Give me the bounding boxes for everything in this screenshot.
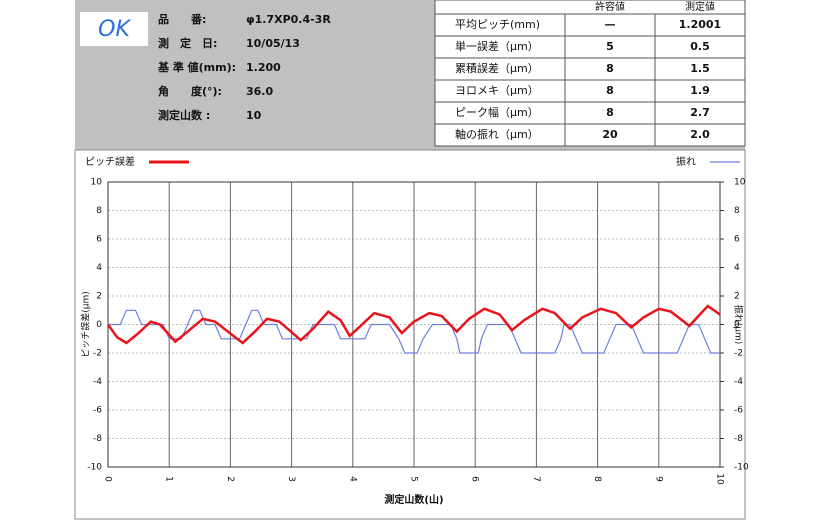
table-cell-text: 8 [606, 84, 614, 97]
y-tick-label: -4 [93, 377, 102, 387]
table-cell-text: 1.2001 [679, 18, 721, 31]
x-tick-label: 9 [653, 476, 663, 482]
table-cell-text: 0.5 [690, 40, 710, 53]
x-tick-label: 3 [286, 476, 296, 482]
info-value: φ1.7XP0.4-3R [246, 13, 331, 26]
info-value: 10/05/13 [246, 37, 300, 50]
table-cell-text: 累積誤差（μm） [455, 61, 539, 75]
y-tick-label: 10 [91, 178, 103, 188]
x-tick-label: 8 [592, 476, 602, 482]
table-cell-text: 平均ピッチ(mm) [455, 18, 540, 31]
x-tick-label: 6 [470, 476, 480, 482]
y-tick-label: 4 [96, 263, 102, 273]
y2-tick-label: 0 [734, 320, 740, 330]
status: OK [98, 17, 131, 42]
y-tick-label: -8 [93, 434, 102, 444]
legend-label: ピッチ誤差 [85, 155, 135, 168]
chart-panel [74, 149, 746, 520]
y2-tick-label: -6 [734, 406, 743, 416]
y2-tick-label: -10 [734, 463, 749, 473]
table-cell-text: ヨロメキ（μm） [455, 84, 539, 97]
y-tick-label: -2 [93, 349, 102, 359]
table-cell-text: 単一誤差（μm） [455, 39, 539, 53]
x-tick-label: 4 [347, 476, 357, 482]
y-tick-label: 6 [96, 235, 102, 245]
y2-tick-label: 2 [734, 292, 740, 302]
table-cell-text: 5 [606, 40, 614, 53]
y2-tick-label: -8 [734, 434, 743, 444]
table-cell-text: 8 [606, 106, 614, 119]
y-tick-label: -6 [93, 406, 102, 416]
info-label: 測 定 日: [158, 36, 217, 50]
legend-label: 振れ [676, 155, 696, 168]
x-tick-label: 1 [164, 476, 174, 482]
x-axis-label: 測定山数(山) [384, 493, 443, 506]
y2-tick-label: 4 [734, 263, 740, 273]
table-cell-text: 2.0 [690, 128, 710, 141]
status-box [80, 12, 148, 46]
table-cell-text: 1.5 [690, 62, 710, 75]
table-cell-text: 2.7 [690, 106, 710, 119]
info-label: 角 度(°): [158, 84, 222, 98]
table-cell-text: — [605, 18, 616, 31]
y2-tick-label: 6 [734, 235, 740, 245]
table-header-cell: 測定値 [685, 0, 715, 13]
table-cell-text: 20 [602, 128, 618, 141]
y2-tick-label: 10 [734, 178, 746, 188]
x-tick-label: 0 [103, 476, 113, 482]
chart: -10 -8 -6 -4 -2 0 2 4 6 8 10 -10 -8 -6 -4 -2 0 2 4 6 8 10 0 1 2 3… [80, 155, 749, 506]
info-label: 測定山数 : [158, 108, 210, 122]
x-tick-label: 5 [409, 476, 419, 482]
y-tick-label: 0 [96, 320, 102, 330]
y2-axis-label: 振れ(μm) [733, 305, 745, 345]
table-cell-text: ピーク幅（μm） [455, 106, 539, 119]
y2-tick-label: 8 [734, 206, 740, 216]
series-line [108, 309, 720, 354]
info-value: 1.200 [246, 61, 281, 74]
x-tick-label: 10 [715, 473, 725, 485]
x-tick-label: 7 [531, 476, 541, 482]
series-line [106, 304, 721, 345]
info-value: 36.0 [246, 85, 273, 98]
y-tick-label: 8 [96, 206, 102, 216]
info-label: 品 番: [158, 12, 206, 26]
x-tick-label: 2 [225, 476, 235, 482]
info-label: 基 準 値(mm): [157, 60, 236, 74]
y-tick-label: 2 [96, 292, 102, 302]
table-cell [654, 123, 746, 147]
table-header-cell: 許容値 [595, 0, 625, 13]
info-value: 10 [246, 109, 262, 122]
info-list: 品 番: φ1.7XP0.4-3R 測 定 日: 10/05/13 基 準 値(mm):… [157, 12, 331, 122]
y2-tick-label: -2 [734, 349, 743, 359]
y-axis-label: ピッチ誤差(μm) [80, 291, 92, 358]
y2-tick-label: -4 [734, 377, 743, 387]
table-cell-text: 8 [606, 62, 614, 75]
table-cell-text: 1.9 [690, 84, 710, 97]
table-cell-text: 軸の振れ（μm） [455, 127, 539, 141]
y-tick-label: -10 [87, 463, 102, 473]
